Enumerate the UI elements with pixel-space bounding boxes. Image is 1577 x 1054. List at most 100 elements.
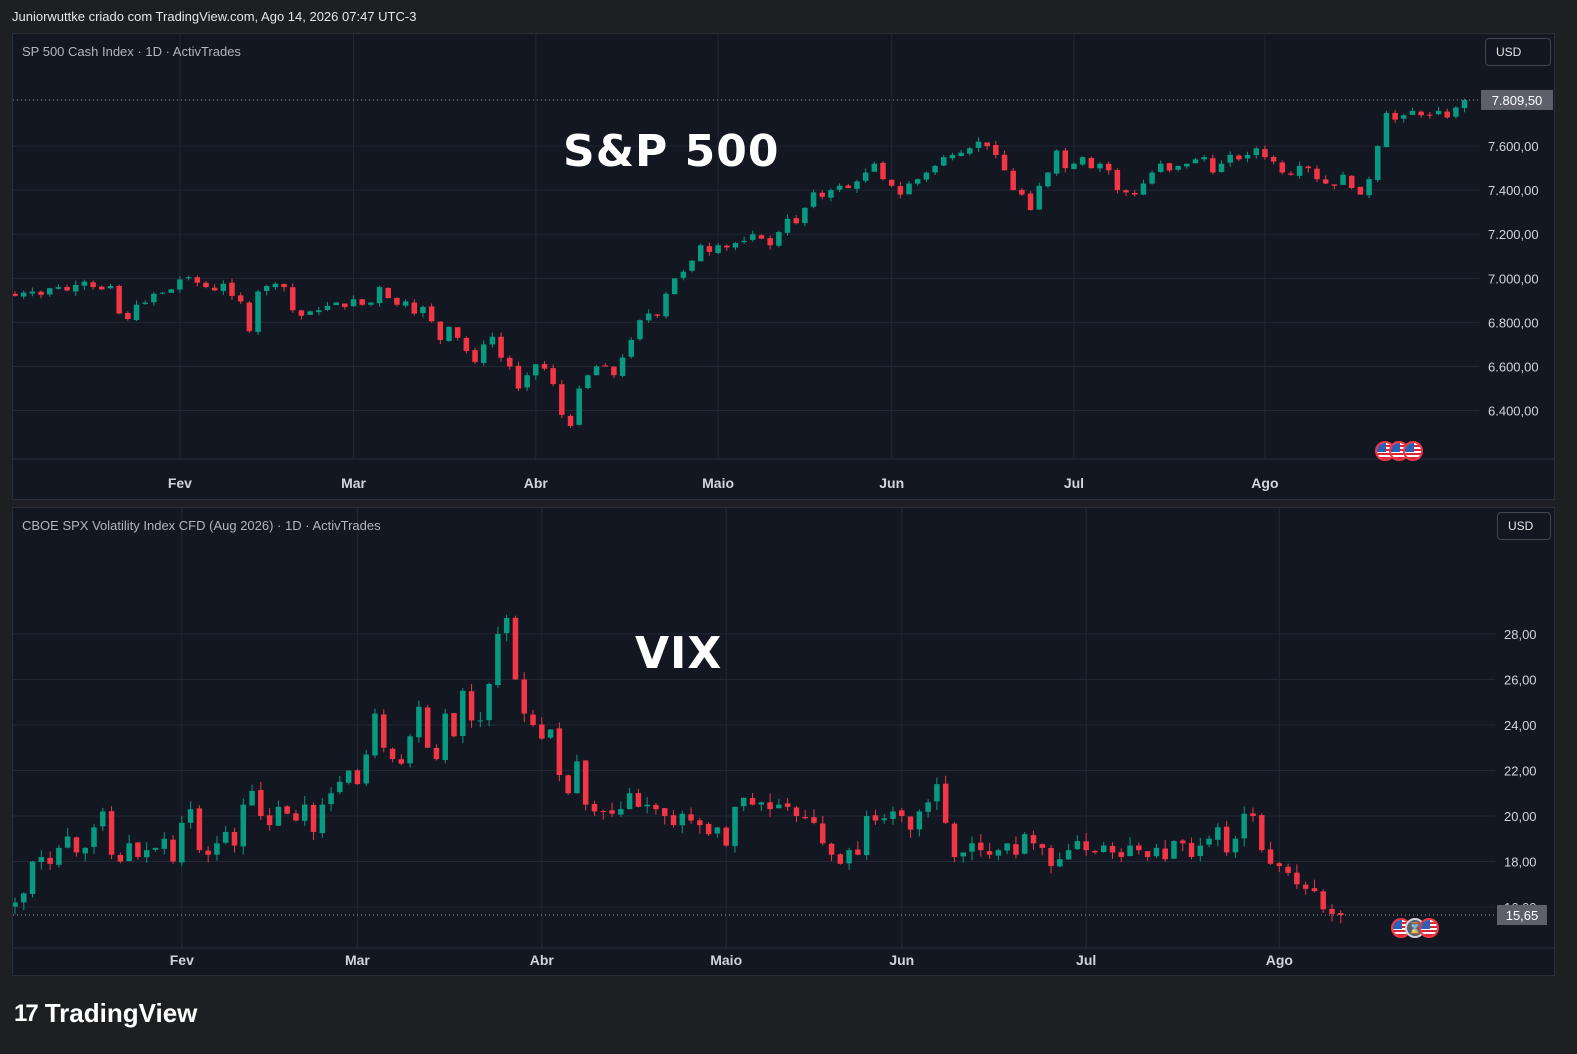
- spx-candle: [854, 179, 860, 193]
- spx-candle-body: [437, 321, 444, 341]
- spx-candle: [263, 284, 270, 296]
- spx-candle: [1045, 171, 1051, 188]
- spx-candle: [680, 269, 687, 281]
- spx-candle-body: [428, 306, 435, 322]
- vix-candle: [1057, 852, 1063, 868]
- spx-candle: [1027, 190, 1034, 211]
- spx-currency-button[interactable]: USD: [1485, 38, 1551, 66]
- spx-candle-body: [307, 311, 313, 315]
- spx-candle-body: [498, 336, 504, 358]
- vix-candle-body: [108, 811, 115, 855]
- spx-candle: [463, 336, 470, 354]
- vix-candle: [574, 754, 580, 794]
- vix-candle-body: [1179, 840, 1186, 844]
- spx-chart-pane[interactable]: 6.400,00 6.600,00 6.800,00 7.000,00 7.200,00…: [12, 33, 1555, 500]
- spx-candle-body: [64, 286, 70, 291]
- vix-candle: [170, 835, 176, 864]
- vix-candle-body: [29, 861, 36, 894]
- vix-candle: [978, 834, 984, 857]
- us-flag-icon[interactable]: [1419, 918, 1439, 938]
- spx-y-tick-label: 6.800,00: [1488, 315, 1539, 330]
- spx-candle-body: [203, 282, 209, 288]
- spx-legend: SP 500 Cash Index · 1D · ActivTrades: [22, 44, 241, 59]
- vix-candle-body: [916, 811, 923, 830]
- spx-candle: [29, 287, 36, 297]
- vix-event-markers[interactable]: ⌛: [1391, 918, 1439, 938]
- spx-candle-body: [480, 344, 487, 363]
- vix-candle-body: [495, 633, 501, 686]
- spx-candle-body: [1019, 189, 1025, 195]
- vix-candle: [258, 781, 264, 820]
- spx-candle: [316, 307, 322, 316]
- vix-candle-body: [960, 852, 966, 857]
- vix-candle-body: [688, 814, 694, 821]
- spx-candle: [697, 243, 704, 262]
- vix-candle: [846, 847, 852, 870]
- spx-candle-body: [654, 314, 661, 316]
- spx-candle-body: [177, 279, 183, 290]
- vix-candle: [231, 827, 238, 853]
- vix-candlestick-chart[interactable]: 16,0018,0020,0022,0024,0026,0028,00FevMa…: [13, 508, 1554, 975]
- vix-candle: [486, 682, 492, 727]
- spx-candle: [1409, 107, 1416, 115]
- spx-event-markers[interactable]: [1375, 441, 1423, 461]
- vix-candle: [1232, 836, 1239, 859]
- vix-candle-body: [828, 843, 835, 855]
- vix-candle: [179, 816, 185, 867]
- spx-candle: [46, 287, 53, 297]
- us-flag-icon[interactable]: [1403, 441, 1423, 461]
- spx-candle-body: [724, 245, 730, 248]
- vix-candle-body: [477, 720, 484, 722]
- vix-candle: [275, 800, 282, 827]
- vix-candle: [767, 793, 773, 817]
- spx-candle-body: [576, 388, 582, 425]
- spx-candle-body: [185, 277, 192, 279]
- spx-candle: [133, 300, 140, 322]
- spx-candle: [159, 292, 166, 295]
- vix-y-tick-label: 18,00: [1504, 855, 1537, 870]
- vix-chart-pane[interactable]: 16,0018,0020,0022,0024,0026,0028,00FevMa…: [12, 507, 1555, 976]
- vix-candle: [1092, 850, 1098, 855]
- vix-candle-body: [1320, 891, 1326, 910]
- spx-candle: [619, 354, 626, 378]
- vix-candle-body: [837, 854, 844, 864]
- vix-candle: [582, 760, 589, 811]
- vix-candle-body: [591, 803, 598, 812]
- vix-candle-body: [1153, 847, 1160, 857]
- spx-candle: [1322, 175, 1329, 184]
- vix-candle-body: [1100, 845, 1107, 853]
- vix-candle-body: [1311, 888, 1318, 892]
- spx-candle: [559, 380, 565, 419]
- vix-candle: [969, 836, 975, 861]
- spx-y-tick-label: 6.600,00: [1488, 359, 1539, 374]
- vix-candle: [1276, 861, 1283, 872]
- spx-candle: [237, 292, 244, 304]
- spx-candle: [836, 183, 843, 193]
- vix-candle-body: [56, 847, 62, 865]
- vix-candle-body: [345, 770, 352, 783]
- vix-candle-body: [205, 850, 211, 855]
- spx-candlestick-chart[interactable]: 6.400,00 6.600,00 6.800,00 7.000,00 7.200,00…: [13, 34, 1554, 499]
- vix-candle: [152, 847, 159, 852]
- vix-candle: [732, 806, 738, 853]
- spx-candle-body: [1140, 183, 1147, 195]
- spx-candle: [967, 146, 973, 156]
- spx-candle: [1123, 189, 1129, 196]
- vix-candle-body: [416, 706, 422, 738]
- vix-candle: [1065, 843, 1072, 860]
- spx-candle: [1418, 110, 1424, 118]
- vix-candle: [749, 793, 756, 806]
- spx-candle-body: [1435, 110, 1442, 115]
- vix-candle-body: [1215, 827, 1221, 840]
- spx-candle: [342, 303, 348, 310]
- spx-candle-body: [13, 293, 18, 296]
- vix-last-price-label: 15,65: [1506, 908, 1539, 923]
- spx-candle: [628, 337, 635, 359]
- vix-candle: [863, 810, 870, 860]
- vix-currency-button[interactable]: USD: [1497, 512, 1551, 540]
- spx-candle: [732, 242, 739, 251]
- spx-candle-body: [20, 292, 27, 297]
- spx-candle-body: [1357, 186, 1364, 195]
- vix-candle: [1267, 841, 1274, 865]
- spx-candle-body: [645, 313, 652, 321]
